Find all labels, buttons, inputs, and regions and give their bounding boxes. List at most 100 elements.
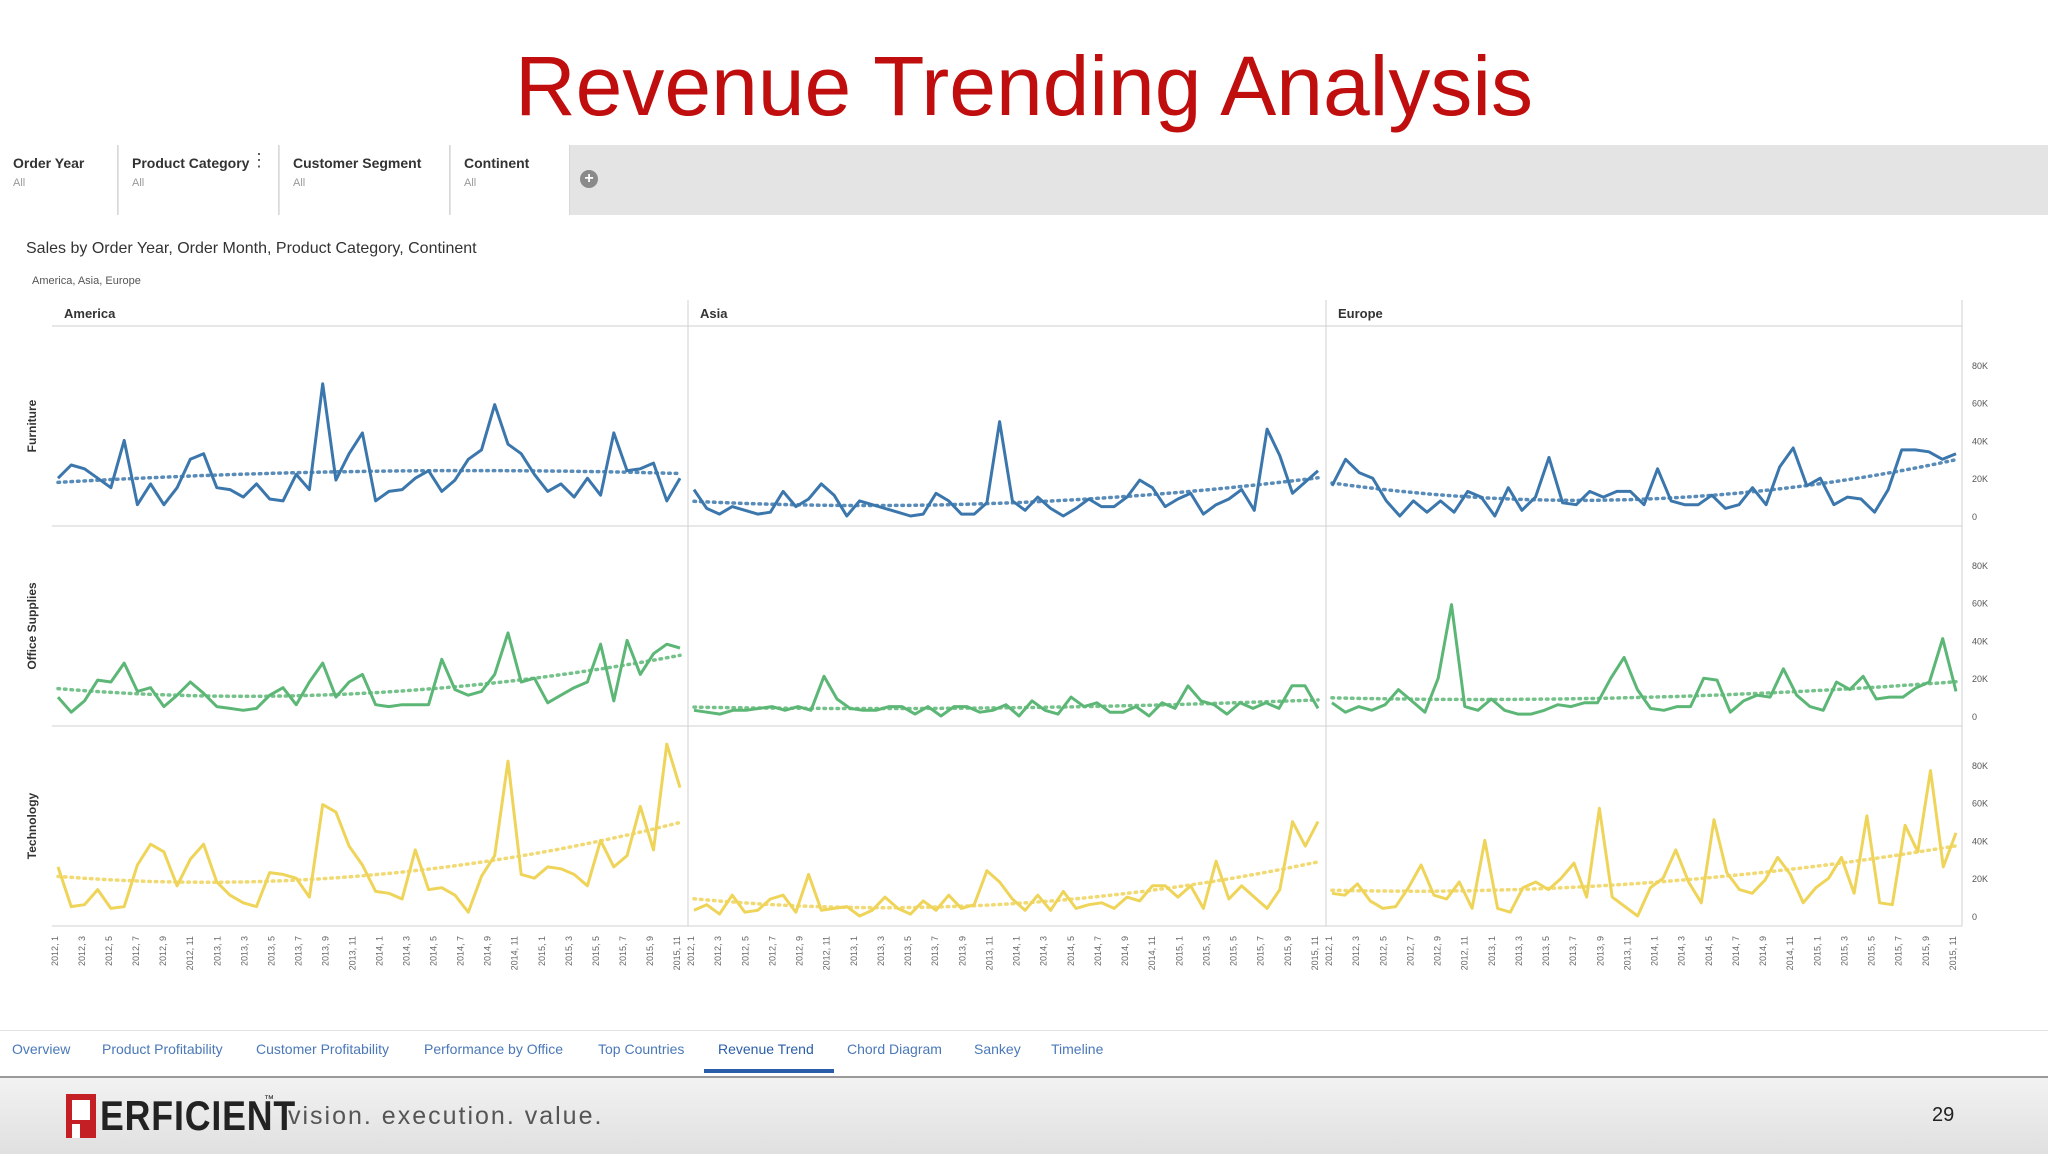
x-tick-label: 2013, 11 (1622, 936, 1632, 970)
trend-line (56, 820, 682, 885)
trend-line (1330, 457, 1958, 503)
x-tick-label: 2015, 1 (1174, 936, 1184, 966)
x-tick-label: 2014, 7 (1093, 936, 1103, 966)
y-tick-label: 80K (1972, 561, 1988, 571)
x-tick-label: 2014, 5 (1704, 936, 1714, 966)
tab-top-countries[interactable]: Top Countries (598, 1041, 685, 1057)
trademark: ™ (264, 1094, 274, 1105)
x-tick-label: 2015, 9 (645, 936, 655, 966)
x-tick-label: 2012, 1 (1324, 936, 1334, 966)
kebab-icon[interactable]: ⋮ (250, 150, 268, 170)
series-line (56, 742, 682, 914)
x-tick-label: 2015, 7 (1256, 936, 1266, 966)
y-tick-label: 40K (1972, 836, 1988, 846)
column-header: America (64, 306, 116, 321)
x-tick-label: 2014, 3 (1677, 936, 1687, 966)
x-tick-label: 2014, 11 (510, 936, 520, 970)
filter-label: Continent (464, 155, 530, 171)
x-tick-label: 2012, 9 (158, 936, 168, 966)
filter-continent[interactable]: Continent All (451, 145, 570, 215)
x-tick-label: 2012, 7 (131, 936, 141, 966)
page-number: 29 (1932, 1104, 1955, 1126)
brand-name: ERFICIENT (100, 1092, 297, 1139)
filter-label: Product Category (132, 155, 250, 171)
column-header: Europe (1338, 306, 1383, 321)
x-tick-label: 2012, 3 (713, 936, 723, 966)
x-tick-label: 2015, 5 (1229, 936, 1239, 966)
tab-customer-profitability[interactable]: Customer Profitability (256, 1041, 390, 1057)
trend-line (56, 468, 682, 485)
tab-revenue-trend[interactable]: Revenue Trend (718, 1041, 814, 1057)
tab-performance-by-office[interactable]: Performance by Office (424, 1041, 564, 1057)
x-tick-label: 2013, 3 (239, 936, 249, 966)
x-tick-label: 2014, 1 (1012, 936, 1022, 966)
x-tick-label: 2015, 11 (672, 936, 682, 970)
x-tick-label: 2014, 1 (375, 936, 385, 966)
y-tick-label: 60K (1972, 399, 1988, 409)
tab-timeline[interactable]: Timeline (1051, 1041, 1104, 1057)
tab-sankey[interactable]: Sankey (974, 1041, 1021, 1057)
series-line (693, 820, 1320, 918)
filter-product-category[interactable]: Product Category All ⋮ (119, 145, 279, 215)
trend-line (692, 698, 1320, 711)
filter-customer-segment[interactable]: Customer Segment All (280, 145, 450, 215)
x-tick-label: 2015, 3 (1202, 936, 1212, 966)
x-tick-label: 2012, 5 (1378, 936, 1388, 966)
tab-bar: Overview Product Profitability Customer … (0, 1030, 2048, 1075)
y-tick-label: 0 (1972, 512, 1977, 522)
x-tick-label: 2012, 9 (795, 936, 805, 966)
footer: ERFICIENT ™ vision. execution. value. 29 (0, 1076, 2048, 1154)
x-tick-label: 2014, 9 (1120, 936, 1130, 966)
trend-line (692, 476, 1320, 508)
tab-product-profitability[interactable]: Product Profitability (102, 1041, 223, 1057)
x-tick-label: 2013, 5 (903, 936, 913, 966)
x-tick-label: 2013, 7 (1568, 936, 1578, 966)
trellis-line-chart: America Asia Europe Furniture 0 20K 40K 60K 80K O… (25, 300, 1988, 970)
row-header: Office Supplies (25, 582, 39, 670)
y-tick-label: 0 (1972, 912, 1977, 922)
y-tick-label: 60K (1972, 799, 1988, 809)
tab-overview[interactable]: Overview (12, 1041, 71, 1057)
x-tick-label: 2015, 9 (1283, 936, 1293, 966)
x-tick-label: 2013, 7 (293, 936, 303, 966)
x-tick-label: 2013, 3 (1514, 936, 1524, 966)
x-tick-label: 2014, 3 (1039, 936, 1049, 966)
x-tick-label: 2014, 5 (1066, 936, 1076, 966)
x-tick-label: 2014, 7 (1731, 936, 1741, 966)
x-tick-label: 2015, 3 (1840, 936, 1850, 966)
tab-chord-diagram[interactable]: Chord Diagram (847, 1041, 942, 1057)
y-tick-label: 80K (1972, 761, 1988, 771)
add-filter-icon[interactable]: + (580, 170, 598, 188)
tagline: vision. execution. value. (288, 1102, 604, 1130)
x-tick-label: 2014, 9 (483, 936, 493, 966)
series-line (56, 631, 681, 714)
y-tick-label: 20K (1972, 674, 1988, 684)
x-tick-label: 2014, 11 (1147, 936, 1157, 970)
x-tick-label: 2015, 7 (618, 936, 628, 966)
x-tick-label: 2014, 9 (1758, 936, 1768, 966)
x-tick-label: 2013, 9 (957, 936, 967, 966)
y-tick-label: 80K (1972, 361, 1988, 371)
y-tick-label: 40K (1972, 636, 1988, 646)
x-tick-label: 2015, 11 (1310, 936, 1320, 970)
x-tick-label: 2012, 3 (77, 936, 87, 966)
x-tick-label: 2015, 1 (537, 936, 547, 966)
column-header-band (52, 300, 1962, 326)
filter-value: All (13, 177, 26, 189)
x-tick-label: 2014, 5 (429, 936, 439, 966)
series-line (1331, 769, 1958, 918)
trend-line (692, 860, 1320, 910)
x-tick-label: 2013, 5 (266, 936, 276, 966)
x-tick-label: 2015, 5 (1867, 936, 1877, 966)
filter-value: All (132, 177, 145, 189)
active-tab-indicator (704, 1069, 834, 1073)
filter-order-year[interactable]: Order Year All (0, 145, 118, 215)
x-tick-label: 2015, 11 (1948, 936, 1958, 970)
slide-title: Revenue Trending Analysis (515, 39, 1533, 133)
trend-line (1330, 844, 1958, 893)
trend-line (56, 653, 682, 699)
x-tick-label: 2012, 7 (1405, 936, 1415, 966)
x-tick-label: 2012, 11 (1460, 936, 1470, 970)
y-tick-label: 60K (1972, 599, 1988, 609)
x-tick-label: 2015, 1 (1812, 936, 1822, 966)
